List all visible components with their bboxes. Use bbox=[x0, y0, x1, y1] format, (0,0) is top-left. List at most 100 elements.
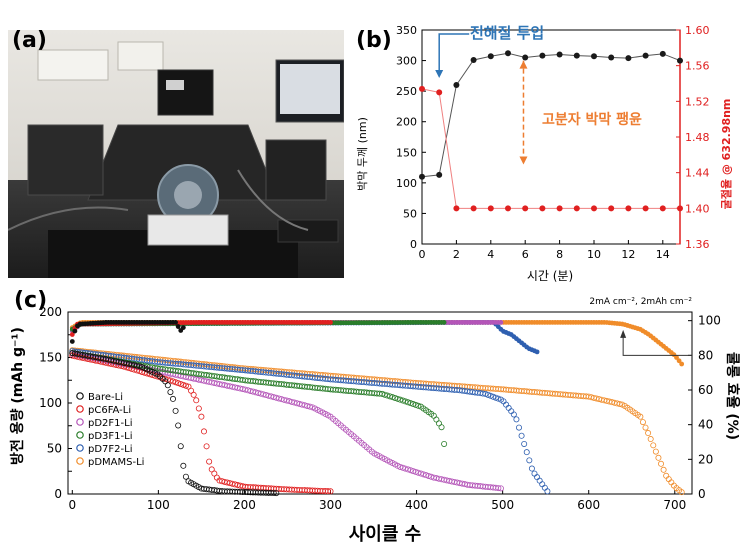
index-line bbox=[421, 88, 680, 209]
capacity-point bbox=[539, 481, 546, 488]
capacity-point bbox=[417, 470, 424, 477]
capacity-point bbox=[528, 465, 535, 472]
swelling-arrow-head-up bbox=[519, 60, 528, 69]
chart-c-y2tick-label: 80 bbox=[698, 348, 713, 362]
capacity-point bbox=[435, 420, 442, 427]
chart-b-xtick-label: 14 bbox=[656, 248, 670, 261]
chart-c-xlabel: 사이클 수 bbox=[349, 524, 422, 545]
panel-a-label: (a) bbox=[12, 28, 47, 53]
capacity-point bbox=[487, 392, 494, 399]
chart-b-xtick-label: 8 bbox=[556, 248, 563, 261]
electrolyte-arrow-head bbox=[435, 70, 444, 78]
capacity-point bbox=[518, 432, 525, 439]
chart-c-xtick-label: 0 bbox=[68, 498, 76, 512]
chart-c-frame bbox=[67, 311, 693, 495]
capacity-point bbox=[495, 485, 502, 492]
chart-b-ytick-label: 150 bbox=[396, 146, 417, 159]
chart-b-ytick-label: 250 bbox=[396, 85, 417, 98]
capacity-point bbox=[397, 463, 404, 470]
capacity-point bbox=[324, 488, 331, 495]
legend-marker bbox=[76, 457, 84, 465]
chart-b-ytick-label: 0 bbox=[410, 238, 417, 251]
thickness-point bbox=[419, 173, 425, 180]
chart-c-xtick-label: 700 bbox=[663, 498, 686, 512]
capacity-point bbox=[650, 442, 657, 449]
chart-b-y2label: 굴절율 @ 632.98nm bbox=[720, 99, 733, 210]
capacity-point bbox=[177, 443, 184, 450]
condition-label: 2mA cm⁻², 2mAh cm⁻² bbox=[589, 297, 692, 307]
chart-b-ytick-label: 100 bbox=[396, 177, 417, 190]
capacity-point bbox=[652, 448, 659, 455]
thickness-point bbox=[625, 55, 632, 62]
chart-c-xtick-label: 200 bbox=[233, 498, 256, 512]
efficiency-point bbox=[676, 358, 682, 364]
chart-b-y2tick-label: 1.56 bbox=[685, 60, 710, 73]
capacity-point bbox=[441, 440, 448, 447]
legend-marker bbox=[76, 392, 84, 400]
chart-c-ylabel: 방전 용량 (mAh g⁻¹) bbox=[9, 327, 26, 465]
chart-b-y2tick-label: 1.52 bbox=[685, 95, 710, 108]
capacity-point bbox=[172, 379, 179, 386]
legend-label: Bare-Li bbox=[88, 392, 123, 403]
capacity-point bbox=[639, 419, 646, 426]
capacity-point bbox=[637, 413, 644, 420]
legend-label: pDMAMS-Li bbox=[88, 457, 144, 468]
chart-c-y2tick-label: 20 bbox=[698, 452, 713, 466]
chart-c-y2tick-label: 60 bbox=[698, 383, 713, 397]
capacity-point bbox=[389, 394, 396, 401]
capacity-point bbox=[394, 395, 401, 402]
capacity-point bbox=[206, 458, 213, 465]
efficiency-point bbox=[180, 325, 186, 330]
capacity-point bbox=[407, 467, 414, 474]
capacity-point bbox=[420, 471, 427, 478]
capacity-point bbox=[384, 392, 391, 399]
panel-b-label: (b) bbox=[356, 28, 392, 53]
efficiency-point bbox=[328, 320, 333, 325]
index-point bbox=[556, 205, 563, 212]
efficiency-point bbox=[69, 332, 75, 337]
legend-marker bbox=[76, 444, 84, 452]
capacity-point bbox=[495, 395, 502, 402]
capacity-point bbox=[541, 484, 548, 491]
chart-b-frame bbox=[421, 29, 681, 245]
capacity-point bbox=[544, 488, 551, 495]
capacity-point bbox=[485, 391, 492, 398]
index-point bbox=[659, 205, 666, 212]
thickness-point bbox=[505, 50, 511, 57]
chart-b-ytick-label: 200 bbox=[396, 116, 417, 129]
index-point bbox=[608, 205, 615, 212]
index-point bbox=[642, 205, 649, 212]
legend-label: pD2F1-Li bbox=[88, 418, 132, 429]
efficiency-point bbox=[173, 320, 178, 325]
capacity-point bbox=[175, 422, 182, 429]
cycling-chart: 0 100 200 300 400 500 600 700 0 50 100 150 200 0 20 40 6… bbox=[9, 297, 740, 545]
capacity-point bbox=[660, 466, 667, 473]
index-point bbox=[436, 89, 443, 96]
legend-label: pC6FA-Li bbox=[88, 405, 131, 416]
capacity-point bbox=[655, 454, 662, 461]
capacity-point bbox=[392, 394, 399, 401]
chart-c-y2label: 쿨롱 효율 (%) bbox=[724, 352, 740, 440]
efficiency-point bbox=[69, 339, 75, 344]
capacity-point bbox=[490, 393, 497, 400]
chart-c-ytick-label: 50 bbox=[47, 442, 62, 456]
thickness-line bbox=[421, 52, 681, 178]
capacity-point bbox=[399, 464, 406, 471]
chart-b-y2tick-label: 1.48 bbox=[685, 131, 710, 144]
capacity-point bbox=[175, 380, 182, 387]
chart-c-xtick-label: 600 bbox=[577, 498, 600, 512]
capacity-point bbox=[678, 489, 685, 496]
capacity-point bbox=[642, 424, 649, 431]
index-point bbox=[625, 205, 632, 212]
electrolyte-arrow bbox=[438, 33, 470, 76]
thickness-index-chart: 0 2 4 6 8 10 12 14 0 50 100 150 200 250 300 350 1.36 1.40… bbox=[356, 24, 733, 283]
chart-c-ytick-label: 150 bbox=[39, 351, 62, 365]
chart-b-ytick-label: 300 bbox=[396, 55, 417, 68]
capacity-point bbox=[381, 391, 388, 398]
efficiency-axis-arrow-head bbox=[620, 329, 627, 338]
chart-b-ytick-label: 50 bbox=[403, 207, 417, 220]
legend-label: pD3F1-Li bbox=[88, 431, 132, 442]
legend-label: pD7F2-Li bbox=[88, 444, 132, 455]
chart-b-xtick-label: 2 bbox=[453, 248, 460, 261]
thickness-point bbox=[539, 52, 546, 59]
